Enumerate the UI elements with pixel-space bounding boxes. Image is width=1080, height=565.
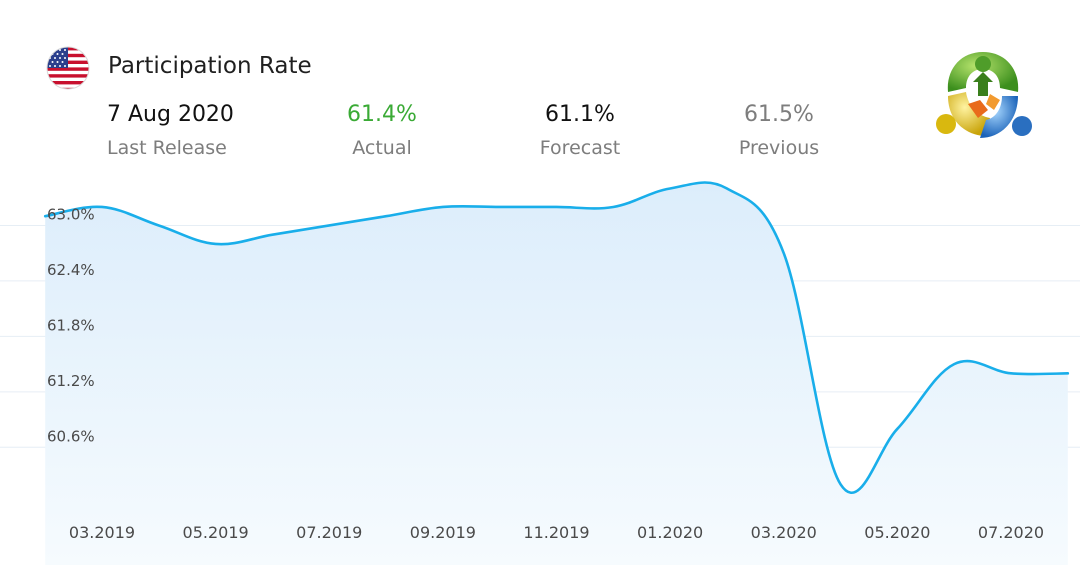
last-release-stat: 7 Aug 2020 Last Release [107, 100, 307, 163]
y-tick-label: 61.8% [47, 316, 95, 334]
y-tick-label: 61.2% [47, 372, 95, 390]
x-tick-label: 11.2019 [523, 523, 589, 542]
actual-label: Actual [352, 137, 412, 159]
x-axis-labels: 03.2019 05.2019 07.2019 09.2019 11.2019 01.20… [69, 523, 1044, 542]
x-tick-label: 01.2020 [637, 523, 703, 542]
x-tick-label: 03.2019 [69, 523, 135, 542]
last-release-value: 7 Aug 2020 [107, 102, 234, 127]
y-tick-label: 60.6% [47, 427, 95, 445]
area-fill [45, 182, 1068, 565]
series-line [43, 181, 1070, 494]
actual-value: 61.4% [347, 102, 417, 127]
x-tick-label: 03.2020 [751, 523, 817, 542]
x-tick-label: 07.2019 [296, 523, 362, 542]
y-axis-labels: 63.0% 62.4% 61.8% 61.2% 60.6% [47, 205, 95, 445]
indicator-title: Participation Rate [108, 53, 312, 79]
previous-stat: 61.5% Previous [679, 100, 879, 163]
x-tick-label: 05.2020 [864, 523, 930, 542]
previous-value: 61.5% [744, 102, 814, 127]
metatrader-logo-icon [936, 52, 1032, 138]
x-tick-label: 05.2019 [183, 523, 249, 542]
x-tick-label: 07.2020 [978, 523, 1044, 542]
y-tick-label: 63.0% [47, 205, 95, 223]
previous-label: Previous [738, 137, 820, 159]
actual-stat: 61.4% Actual [282, 100, 482, 163]
x-tick-label: 09.2019 [410, 523, 476, 542]
forecast-stat: 61.1% Forecast [480, 100, 680, 163]
us-flag-icon [46, 46, 90, 90]
forecast-label: Forecast [539, 137, 621, 159]
forecast-value: 61.1% [545, 102, 615, 127]
last-release-label: Last Release [107, 137, 227, 159]
y-tick-label: 62.4% [47, 261, 95, 279]
